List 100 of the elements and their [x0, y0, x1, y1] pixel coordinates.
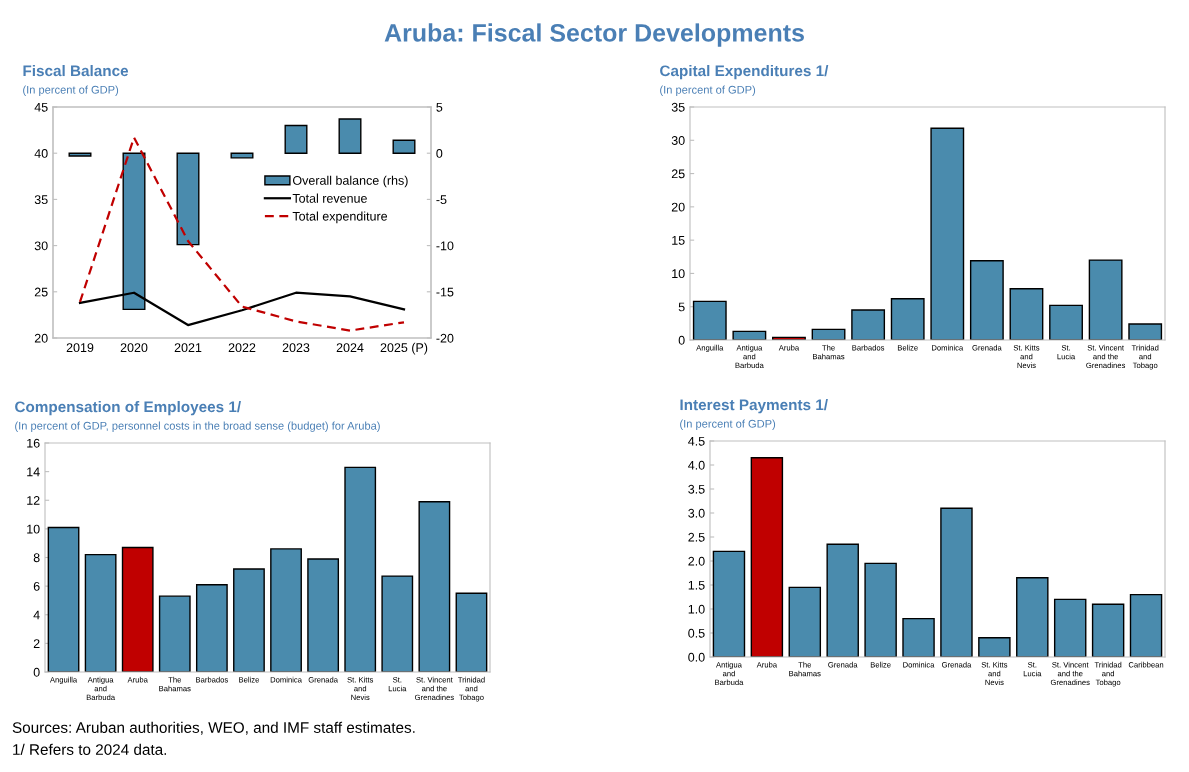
bar	[392, 139, 416, 154]
chart-title: Compensation of Employees 1/	[15, 400, 241, 416]
y-tick-label: 4	[33, 610, 40, 620]
legend-label: Overall balance (rhs)	[292, 175, 408, 188]
y-tick-label: 5	[678, 302, 685, 312]
bar	[864, 562, 897, 657]
y-tick-label: 35	[671, 102, 685, 112]
y-tick-label: 16	[27, 438, 40, 448]
y-tick-label: 4.0	[688, 460, 705, 470]
y-tick-label: 14	[27, 467, 40, 477]
bar	[344, 466, 377, 672]
bar	[195, 583, 228, 672]
x-tick-label: 2021	[174, 343, 202, 353]
y-tick-label: 25	[34, 287, 48, 297]
bar	[338, 118, 362, 154]
y-tick-label: 20	[671, 202, 685, 212]
y-tick-label: 6	[33, 581, 40, 591]
y-tick-label: 10	[672, 269, 685, 279]
legend-label: Total revenue	[292, 193, 367, 203]
y-tick-label: 10	[27, 524, 40, 534]
bar	[940, 507, 973, 657]
bar	[84, 553, 117, 672]
bar	[978, 637, 1011, 657]
bar	[47, 526, 80, 672]
text: 1/ Refers to 2024 data.	[13, 743, 167, 755]
chart-subtitle: (In percent of GDP)	[680, 419, 776, 430]
x-tick-label: 2024	[336, 343, 364, 353]
y-tick-label: 1.5	[688, 580, 705, 590]
bar	[750, 457, 784, 657]
y-tick-label: 25	[671, 169, 685, 179]
y-tick-label: 40	[34, 149, 48, 158]
legend-label: Total expenditure	[292, 211, 388, 224]
chart-title: Fiscal Balance	[23, 64, 129, 77]
bar	[1049, 304, 1083, 340]
y-tick-label: 2	[33, 639, 40, 648]
bar	[176, 152, 200, 246]
bar	[1091, 603, 1125, 657]
bar	[890, 298, 925, 340]
bar	[712, 550, 746, 657]
bar	[1129, 593, 1163, 657]
y-tick-label: 0.5	[688, 628, 705, 638]
bar	[692, 300, 727, 340]
bar	[307, 558, 340, 672]
y-tick-label: 45	[34, 102, 48, 112]
y-tick-label: 4.5	[688, 436, 705, 446]
y-tick-label: 12	[27, 496, 40, 505]
y2-tick-label: -20	[436, 333, 454, 343]
y-tick-label: 8	[33, 553, 40, 563]
y-tick-label: 1.0	[688, 604, 705, 614]
x-tick-label: 2025 (P)	[380, 342, 428, 355]
bar	[1016, 577, 1049, 657]
y-tick-label: 30	[671, 136, 685, 145]
chart-subtitle: (In percent of GDP, personnel costs in the broad sense (budget) for Aruba)	[15, 421, 380, 432]
bar	[418, 500, 451, 672]
y-tick-label: 2.5	[688, 532, 705, 542]
y2-tick-label: -5	[436, 195, 447, 205]
y-tick-label: 15	[672, 236, 685, 245]
bar	[455, 592, 488, 672]
y-tick-label: 3.0	[688, 508, 705, 518]
bar	[1088, 259, 1123, 340]
bar	[969, 260, 1004, 340]
bar	[1009, 288, 1044, 340]
bar	[902, 617, 935, 657]
x-tick-label: 2023	[282, 343, 310, 353]
bar	[788, 586, 822, 657]
bar	[930, 127, 965, 340]
y2-tick-label: -15	[436, 287, 454, 297]
y2-tick-label: -10	[436, 241, 454, 251]
y-tick-label: 20	[34, 333, 48, 343]
y-tick-label: 35	[34, 195, 48, 205]
x-tick-label: 2020	[120, 343, 148, 353]
y-tick-label: 0	[33, 667, 40, 677]
y-tick-label: 30	[34, 241, 48, 251]
y2-tick-label: 5	[436, 102, 443, 112]
chart-title: Interest Payments 1/	[680, 398, 828, 414]
bar	[381, 575, 414, 672]
text: Aruba: Fiscal Sector Developments	[384, 23, 804, 47]
bar	[1128, 323, 1163, 340]
source-note: Sources: Aruban authorities, WEO, and IMF staff estimates.	[12, 721, 415, 735]
y2-tick-label: 0	[436, 149, 443, 158]
line-series	[78, 136, 406, 332]
bar	[121, 546, 154, 672]
y-tick-label: 3.5	[688, 484, 705, 494]
bar	[233, 568, 265, 672]
bar	[826, 543, 859, 657]
x-tick-label: 2022	[228, 343, 256, 353]
y-tick-label: 2.0	[688, 556, 705, 566]
y-tick-label: 0	[678, 335, 685, 345]
chart-title: Capital Expenditures 1/	[660, 64, 829, 80]
chart-subtitle: (In percent of GDP)	[660, 85, 756, 96]
bar	[851, 309, 886, 340]
bar	[270, 548, 302, 672]
bar	[1053, 598, 1087, 657]
bar	[68, 152, 92, 157]
chart-subtitle: (In percent of GDP)	[23, 85, 119, 96]
y-tick-label: 0.0	[688, 652, 705, 662]
bar	[284, 124, 308, 154]
bar	[230, 152, 254, 159]
x-tick-label: 2019	[66, 343, 94, 353]
bar	[158, 595, 191, 672]
